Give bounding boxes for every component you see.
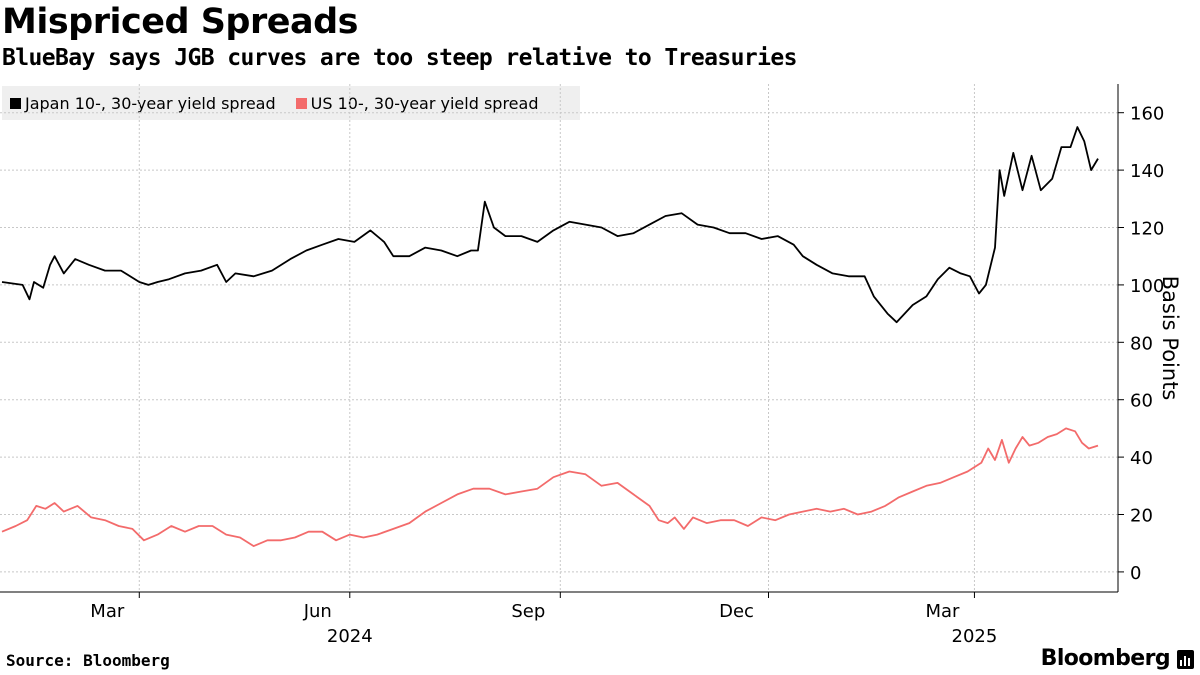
y-tick-label: 100 (1130, 276, 1164, 297)
legend-item-japan: Japan 10-, 30-year yield spread (10, 94, 276, 113)
y-tick-label: 40 (1130, 448, 1153, 469)
legend-item-us: US 10-, 30-year yield spread (295, 93, 539, 113)
x-year-label: 2025 (952, 626, 998, 647)
y-tick-label: 80 (1130, 333, 1153, 354)
x-tick-label: Mar (925, 601, 960, 622)
x-tick-label: Mar (90, 601, 125, 622)
chart-title: Mispriced Spreads (2, 2, 358, 42)
legend: Japan 10-, 30-year yield spread US 10-, … (2, 86, 580, 120)
x-year-label: 2024 (327, 626, 373, 647)
legend-swatch-japan (10, 97, 21, 109)
y-tick-label: 160 (1130, 104, 1164, 125)
bloomberg-logo: Bloomberg (1040, 646, 1171, 671)
y-axis-label-text: Basis Points (1158, 275, 1182, 401)
chart-subtitle: BlueBay says JGB curves are too steep re… (2, 45, 797, 71)
y-tick-label: 60 (1130, 391, 1153, 412)
x-tick-label: Sep (511, 601, 545, 622)
bloomberg-chart-icon (1177, 650, 1194, 669)
x-tick-label: Jun (303, 601, 332, 622)
y-tick-label: 0 (1130, 563, 1141, 584)
y-tick-label: 20 (1130, 506, 1153, 527)
y-tick-label: 120 (1130, 219, 1164, 240)
japan-spread-line (1, 126, 1099, 324)
x-tick-label: Dec (719, 601, 754, 622)
source-note: Source: Bloomberg (6, 651, 170, 670)
legend-label-japan: Japan 10-, 30-year yield spread (25, 93, 276, 113)
us-spread-line (1, 427, 1099, 547)
legend-swatch-us (295, 97, 307, 109)
legend-label-us: US 10-, 30-year yield spread (310, 93, 539, 113)
y-tick-label: 140 (1130, 161, 1164, 182)
